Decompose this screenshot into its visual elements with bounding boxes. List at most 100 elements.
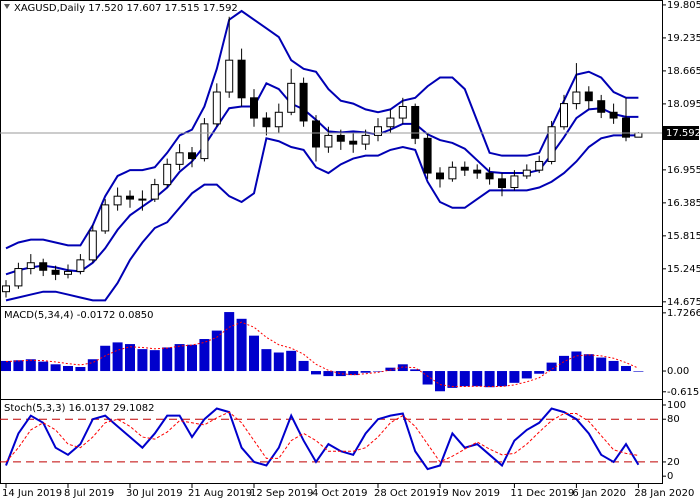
macd-bar bbox=[1, 360, 11, 372]
x-tick-label: 11 Dec 2019 bbox=[510, 488, 574, 499]
macd-bar bbox=[397, 364, 408, 372]
macd-bar bbox=[534, 371, 545, 374]
macd-bar bbox=[459, 371, 470, 387]
macd-bar bbox=[559, 355, 569, 372]
candle-body bbox=[262, 117, 271, 128]
x-tick-label: 28 Jan 2020 bbox=[634, 488, 694, 499]
y-tick-label: 0.00 bbox=[667, 366, 689, 377]
macd-bar bbox=[596, 357, 607, 372]
candle-body bbox=[460, 166, 469, 171]
y-tick-label: 19.805 bbox=[667, 0, 700, 11]
macd-bar bbox=[484, 371, 495, 388]
macd-bar bbox=[224, 312, 235, 372]
candle-body bbox=[386, 117, 395, 128]
macd-bar bbox=[249, 335, 259, 372]
candle-body bbox=[535, 160, 544, 171]
macd-title: MACD(5,34,4) -0.0172 0.0850 bbox=[4, 310, 154, 321]
candle-body bbox=[572, 91, 581, 105]
macd-bar bbox=[571, 351, 582, 372]
candle-body bbox=[274, 111, 283, 128]
candle-body bbox=[138, 198, 147, 201]
band-upper bbox=[5, 9, 639, 250]
x-tick-label: 14 Jun 2019 bbox=[2, 488, 62, 499]
chart-title: XAGUSD,Daily 17.520 17.607 17.515 17.592 bbox=[14, 3, 238, 14]
candle-body bbox=[411, 105, 420, 139]
candle-body bbox=[14, 268, 23, 287]
macd-bar bbox=[273, 352, 284, 372]
macd-bar bbox=[261, 349, 272, 372]
macd-bar bbox=[546, 362, 557, 372]
macd-bar bbox=[25, 359, 36, 372]
candle-body bbox=[2, 285, 10, 293]
macd-bar bbox=[447, 371, 458, 388]
y-tick-label: 14.675 bbox=[667, 297, 700, 308]
x-tick-label: 21 Aug 2019 bbox=[188, 488, 252, 499]
macd-bar bbox=[87, 359, 98, 372]
candle-body bbox=[547, 126, 556, 162]
macd-bar bbox=[521, 371, 532, 379]
candle-body bbox=[26, 262, 35, 270]
candle-body bbox=[584, 91, 593, 102]
candle-body bbox=[64, 270, 72, 275]
candle-body bbox=[522, 169, 531, 177]
candle-body bbox=[336, 134, 345, 142]
x-tick-label: 30 Jul 2019 bbox=[126, 488, 183, 499]
macd-signal bbox=[5, 321, 639, 388]
candle-body bbox=[423, 137, 432, 174]
y-tick-label: 20 bbox=[667, 457, 680, 468]
macd-bar bbox=[100, 345, 111, 372]
candle-body bbox=[448, 166, 457, 180]
candle-body bbox=[299, 82, 308, 122]
macd-bar bbox=[125, 344, 135, 372]
candle-body bbox=[398, 105, 407, 119]
current-price-tag bbox=[662, 125, 699, 140]
macd-bar bbox=[435, 371, 445, 392]
candle-body bbox=[312, 120, 320, 148]
candle-body bbox=[150, 184, 159, 200]
candle-body bbox=[609, 111, 618, 119]
macd-bar bbox=[137, 349, 148, 372]
candle-body bbox=[225, 59, 234, 93]
macd-bar bbox=[410, 369, 421, 372]
candle-body bbox=[485, 172, 494, 180]
macd-bar bbox=[373, 371, 383, 372]
candle-body bbox=[436, 172, 444, 180]
current-price-label: 17.592 bbox=[666, 128, 700, 139]
candle-body bbox=[560, 103, 568, 128]
x-tick-label: 6 Jan 2020 bbox=[572, 488, 626, 499]
candle-body bbox=[76, 259, 85, 272]
macd-bar bbox=[509, 371, 520, 383]
x-tick-label: 28 Oct 2019 bbox=[374, 488, 436, 499]
y-tick-label: 15.245 bbox=[667, 264, 700, 275]
candle-body bbox=[250, 97, 258, 119]
stoch-title: Stoch(5,3,3) 16.0137 29.1082 bbox=[4, 403, 155, 414]
x-tick-label: 4 Oct 2019 bbox=[312, 488, 367, 499]
candle-body bbox=[498, 178, 506, 189]
candle-body bbox=[101, 204, 110, 232]
y-tick-label: 16.955 bbox=[667, 165, 700, 176]
x-tick-label: 19 Nov 2019 bbox=[436, 488, 500, 499]
y-tick-label: 16.385 bbox=[667, 198, 700, 209]
macd-bar bbox=[360, 371, 371, 373]
band-lower bbox=[5, 134, 639, 302]
macd-bar bbox=[112, 342, 123, 372]
macd-bar bbox=[472, 371, 483, 387]
macd-bar bbox=[75, 366, 86, 372]
y-tick-label: 18.665 bbox=[667, 66, 700, 77]
candle-body bbox=[188, 152, 196, 160]
macd-bar bbox=[63, 365, 73, 372]
macd-bar bbox=[174, 344, 185, 372]
candle-body bbox=[634, 132, 643, 138]
macd-bar bbox=[348, 371, 359, 376]
candle-body bbox=[237, 59, 246, 99]
candle-body bbox=[51, 269, 60, 275]
macd-bar bbox=[335, 371, 346, 377]
macd-bar bbox=[187, 344, 197, 372]
candle-body bbox=[473, 169, 482, 174]
band-middle bbox=[5, 82, 639, 276]
candle-body bbox=[510, 175, 519, 189]
x-tick-label: 12 Sep 2019 bbox=[250, 488, 313, 499]
macd-bar bbox=[298, 360, 309, 372]
y-tick-label: 15.815 bbox=[667, 231, 700, 242]
